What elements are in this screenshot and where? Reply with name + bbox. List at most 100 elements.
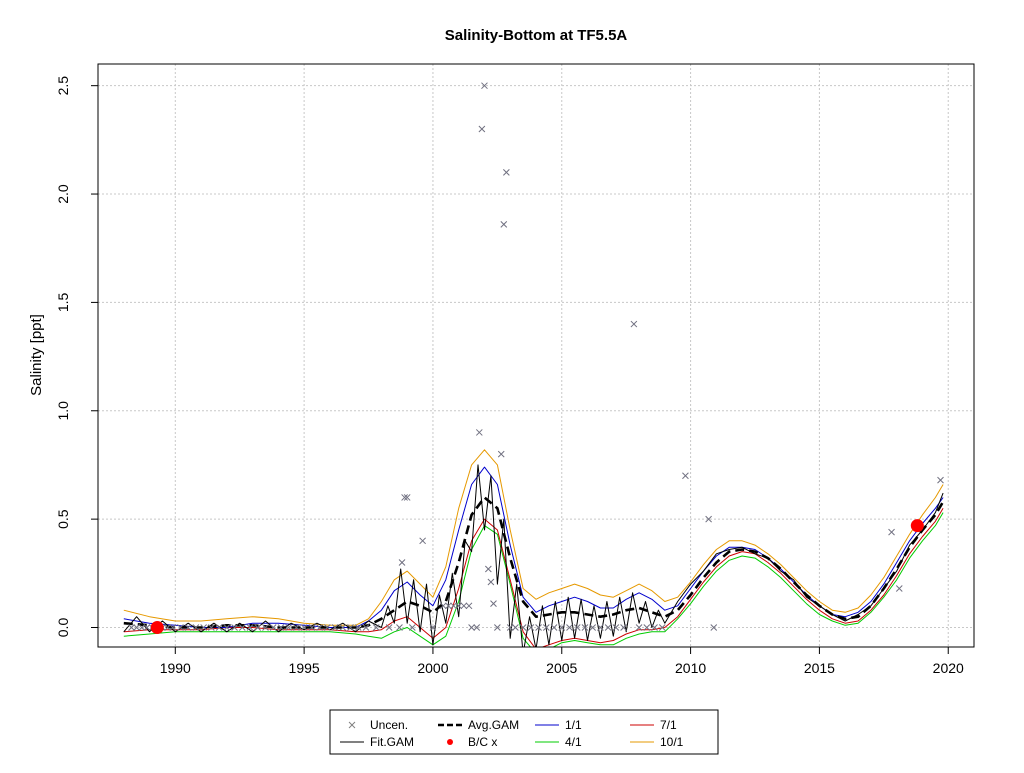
obs-stroke (398, 559, 406, 566)
legend-item: Avg.GAM (438, 718, 519, 732)
obs-stroke (527, 624, 535, 631)
observation-point (487, 578, 495, 586)
obs-stroke (354, 624, 362, 631)
obs-stroke (597, 624, 604, 631)
obs-stroke (651, 624, 658, 631)
obs-stroke (465, 602, 473, 610)
observation-point (519, 624, 527, 631)
observation-point (316, 624, 323, 631)
x-tick-label: 2010 (675, 660, 706, 676)
observation-point (888, 528, 895, 536)
obs-stroke (658, 624, 666, 631)
y-tick-label: 0.5 (55, 509, 71, 529)
observation-point (460, 602, 468, 610)
bc-points (150, 519, 924, 634)
observation-point (503, 169, 510, 176)
observation-point (566, 624, 573, 631)
obs-stroke (566, 624, 573, 631)
obs-stroke (506, 624, 514, 631)
observation-point (481, 82, 488, 90)
observation-point (620, 624, 627, 631)
observation-point (493, 624, 501, 631)
plot-frame (97, 63, 975, 648)
observation-point (138, 624, 146, 631)
observation-point (429, 624, 437, 631)
observation-point (401, 494, 408, 501)
obs-stroke (550, 624, 558, 631)
obs-stroke (612, 624, 620, 631)
legend-swatch (348, 721, 356, 729)
observation-point (231, 624, 238, 631)
observation-point (527, 624, 535, 631)
legend-item: 10/1 (630, 735, 684, 749)
obs-stroke (500, 221, 508, 228)
observation-point (465, 602, 473, 610)
observation-point (484, 565, 492, 573)
obs-stroke (643, 624, 651, 631)
series-lines (123, 449, 945, 647)
observation-point (542, 624, 550, 631)
obs-stroke (362, 624, 370, 631)
observation-point (354, 624, 362, 631)
observation-point (651, 624, 658, 631)
obs-stroke (937, 476, 944, 484)
legend-label: Avg.GAM (468, 718, 519, 732)
observation-point (192, 624, 200, 631)
observation-point (475, 429, 483, 436)
observation-point (347, 624, 354, 631)
observation-point (200, 624, 207, 631)
obs-stroke (535, 624, 542, 631)
obs-stroke (512, 624, 519, 631)
observation-point (630, 320, 638, 328)
observation-point (396, 624, 403, 631)
obs-stroke (630, 320, 638, 328)
obs-stroke (262, 624, 269, 631)
observation-point (500, 221, 508, 228)
obs-stroke (277, 624, 285, 631)
obs-stroke (478, 125, 486, 133)
obs-stroke (372, 624, 380, 631)
obs-stroke (503, 169, 510, 176)
observation-point (473, 624, 481, 631)
observation-point (597, 624, 604, 631)
x-tick-label: 2005 (546, 660, 577, 676)
observation-point (184, 624, 192, 631)
observation-point (372, 624, 380, 631)
observation-point (497, 450, 505, 458)
observation-point (490, 600, 497, 608)
obs-stroke (490, 600, 497, 608)
observation-point (468, 624, 475, 631)
obs-stroke (573, 624, 581, 631)
observation-point (705, 515, 712, 523)
x-tick-label: 2000 (417, 660, 448, 676)
observation-point (285, 624, 293, 631)
observation-point (403, 494, 411, 501)
obs-stroke (403, 494, 411, 501)
observation-point (439, 602, 447, 610)
obs-stroke (192, 624, 200, 631)
obs-stroke (445, 602, 452, 610)
observation-point (398, 559, 406, 566)
y-axis-label: Salinity [ppt] (28, 314, 45, 396)
legend-item: 7/1 (630, 718, 677, 732)
observation-point (535, 624, 542, 631)
series-10-1 (123, 449, 944, 626)
obs-stroke (487, 578, 495, 586)
obs-stroke (138, 624, 146, 631)
obs-stroke (231, 624, 238, 631)
obs-stroke (682, 472, 689, 480)
observation-point (331, 624, 339, 631)
obs-stroke (581, 624, 589, 631)
obs-stroke (558, 624, 566, 631)
observation-point (895, 585, 903, 592)
obs-stroke (589, 624, 597, 631)
obs-stroke (254, 624, 262, 631)
obs-stroke (620, 624, 627, 631)
y-axis: 0.0 0.5 1.0 1.5 2.0 2.5 (55, 76, 98, 637)
obs-stroke (177, 624, 184, 631)
grid (98, 64, 974, 647)
observation-point (308, 624, 316, 631)
obs-stroke (300, 624, 308, 631)
